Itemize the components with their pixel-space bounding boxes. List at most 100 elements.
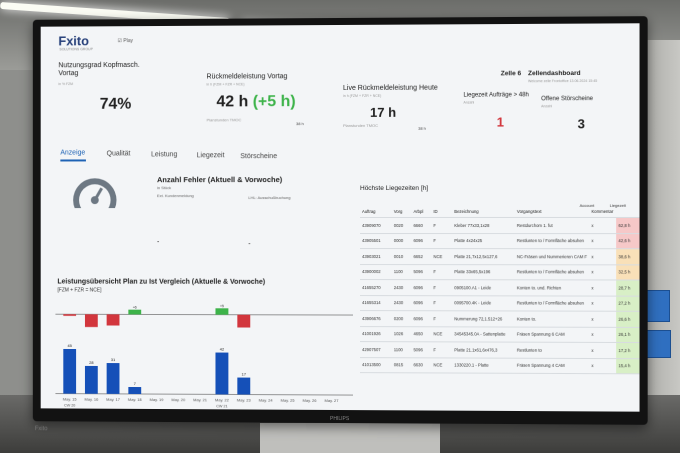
bar-deviation <box>238 315 251 329</box>
table-cell: 6660 <box>411 217 432 234</box>
tab-stoerscheine[interactable]: Störscheine <box>240 153 278 161</box>
kpi-liegezeit-sub: Anzahl <box>463 100 475 105</box>
tab-leistung[interactable]: Leistung <box>151 151 178 159</box>
fehler-cat2: LHL: Ausschußbuchung <box>248 195 291 201</box>
table-cell: 42907507 <box>360 341 392 358</box>
table-cell: 34545345.0A - Sattenplatte <box>452 326 515 343</box>
table-cell: Restlunten to / Formfläche absuhen <box>514 264 590 280</box>
table-cell: 5096 <box>411 341 432 358</box>
tab-liegezeit[interactable]: Liegezeit <box>196 152 225 160</box>
play-toggle[interactable]: ☑ Play <box>117 38 132 44</box>
liegezeit-cell: 42,6 h <box>616 233 640 249</box>
table-cell: 41001926 <box>360 326 392 342</box>
monitor-stand <box>260 423 440 453</box>
table-cell: F <box>431 310 448 327</box>
table-cell: Kleber 77x33,1x28 <box>452 217 515 234</box>
table-cell: x <box>589 358 617 374</box>
table-cell: Platte 21.1x61,6x476,3 <box>452 341 515 358</box>
bar-ist <box>215 352 229 395</box>
table-cell: NCE <box>431 326 448 342</box>
kpi-liegezeit-value: 1 <box>496 114 504 130</box>
table-row[interactable]: 43900002 1100 5096 F Platte 33x65,5x196 Restl… <box>360 264 640 281</box>
monitor-bottom-brand: PHILIPS <box>330 415 350 423</box>
table-row[interactable]: 41655314 2430 6096 F 0095700.4K - Leide Restl… <box>360 295 640 312</box>
table-cell: Nummerung 72,1.512+26 <box>452 310 515 327</box>
bar-ist-label: 7 <box>134 381 136 386</box>
table-row[interactable]: 43905501 0000 6096 F Platte 4x24x25 Restlunte… <box>360 233 640 249</box>
bar-deviation-label: +5 <box>220 304 224 308</box>
table-cell: 43903021 <box>360 248 392 265</box>
chart-subtitle: [FZM + FZR = NCE] <box>57 287 102 294</box>
bar-ist <box>84 365 98 394</box>
header-zelle: Zelle 6 <box>500 70 522 78</box>
table-row[interactable]: 43903021 0010 6652 NCE Platte 21,7x12,5x127,… <box>360 248 640 265</box>
table-cell: 0020 <box>391 217 412 234</box>
table-cell: NCE <box>431 248 448 265</box>
table-cell: 0010 <box>391 248 412 265</box>
week-label: CW 20 <box>64 404 75 408</box>
table-cell: x <box>589 264 617 280</box>
liegezeit-cell: 27,2 h <box>616 295 640 312</box>
kpi-rueckmelde-plan-label: Planstunden TMOC <box>206 117 242 123</box>
table-row[interactable]: 41001926 1026 4650 NCE 34545345.0A - Sattenp… <box>360 326 640 343</box>
table-cell: 0200 <box>391 310 412 327</box>
bar-deviation <box>84 314 98 328</box>
liegezeit-cell: 38,6 h <box>616 248 640 265</box>
table-header-cell: Arbpl <box>411 204 432 218</box>
table-cell: 43905501 <box>360 233 392 249</box>
table-cell: x <box>589 233 617 249</box>
header-dashboard-title: Zellendashboard <box>527 69 581 78</box>
liegezeit-cell: 26,6 h <box>616 311 640 327</box>
table-cell: 6630 <box>411 357 432 373</box>
table-cell: Fräsen Spannung 4 CAM <box>514 357 590 374</box>
table-row[interactable]: 41013500 0815 6630 NCE 1330220.1 - Platte Frä… <box>360 357 640 374</box>
table-cell: x <box>589 217 617 234</box>
liegezeit-cell: 28,7 h <box>616 279 640 296</box>
bar-ist-label: 45 <box>68 343 73 348</box>
table-cell: x <box>589 295 617 312</box>
table-cell: 43909070 <box>360 217 392 234</box>
checkbox-icon[interactable]: ☑ <box>117 38 122 45</box>
table-row[interactable]: 42907507 1100 5096 F Platte 21.1x61,6x476,3 R… <box>360 341 640 359</box>
liegezeit-cell: 26,1 h <box>616 326 640 343</box>
tab-qualitaet[interactable]: Qualität <box>106 150 131 158</box>
table-cell: F <box>431 341 448 358</box>
table-cell: x <box>589 279 617 296</box>
table-cell: 41013500 <box>360 357 392 373</box>
liegezeit-cell: 32,5 h <box>616 264 640 281</box>
kpi-live-plan-value: 38 h <box>418 125 426 131</box>
table-row[interactable]: 41655270 2430 6096 F 0905100.A1 - Leide Konte… <box>360 279 640 296</box>
table-cell: 1026 <box>391 326 412 342</box>
kpi-rueckmelde-delta: (+5 h) <box>252 93 296 111</box>
x-axis <box>55 394 353 396</box>
table-header-cell: Auftrag <box>360 204 392 218</box>
table-cell: 43900002 <box>360 264 392 280</box>
tab-anzeige[interactable]: Anzeige <box>60 149 86 157</box>
kpi-live-label: Live Rückmeldeleistung Heute <box>342 84 438 92</box>
table-cell: 2430 <box>391 279 412 296</box>
table-header-row: Auftrag Vorg Arbpl ID Bezeichnung Vorgangstex… <box>360 204 640 218</box>
monitor-brand: Fxito <box>34 426 48 433</box>
kpi-rueckmelde-sub: in h (FZM + FZR + NCE) <box>206 82 245 87</box>
x-tick-label: May. 26 <box>303 398 318 403</box>
bar-deviation <box>128 309 142 315</box>
table-cell: F <box>431 233 448 249</box>
table-row[interactable]: 43909070 0020 6660 F Kleber 77x33,1x28 Restdu… <box>360 217 640 234</box>
bar-ist <box>63 348 77 394</box>
leistung-chart: 45 May. 15 28 May. 16 31 May. 17 7 +6 May. 18 May… <box>55 304 353 412</box>
table-cell: Fräsen Spannung 6 CAM <box>514 326 590 343</box>
x-tick-label: May. 19 <box>150 397 165 402</box>
chart-title: Leistungsübersicht Plan zu Ist Vergleich… <box>57 278 266 286</box>
table-row[interactable]: 43906676 0200 6096 F Nummerung 72,1.512+26 Ko… <box>360 310 640 327</box>
table-cell: 6096 <box>411 310 432 327</box>
liegezeit-cell: 62,8 h <box>616 217 640 234</box>
table-cell: 6096 <box>411 295 432 311</box>
app-logo-sub: SOLUTIONS GROUP <box>59 47 93 52</box>
kpi-nutzungsgrad-label: Nutzungsgrad Kopfmasch. Vortag <box>58 61 140 78</box>
table-cell: 0000 <box>391 233 412 249</box>
kpi-nutzungsgrad-sub: in % FZM <box>58 82 74 87</box>
deviation-baseline <box>55 314 353 315</box>
table-cell: F <box>431 217 448 234</box>
x-tick-label: May. 27 <box>325 398 339 403</box>
x-tick-label: May. 24 <box>259 398 274 403</box>
